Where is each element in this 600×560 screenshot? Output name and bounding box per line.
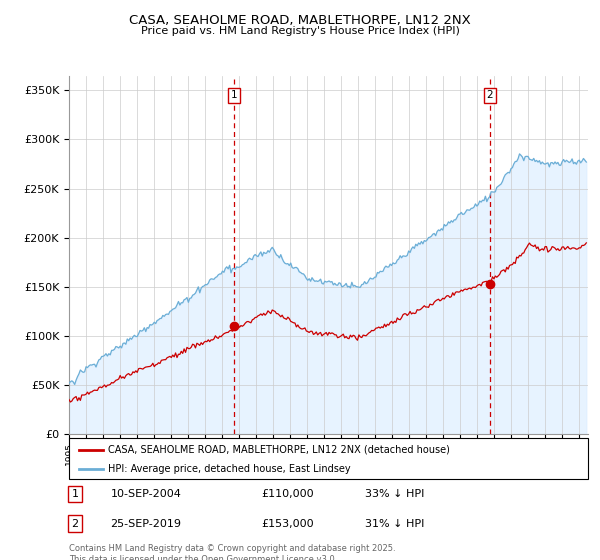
Text: 1: 1 <box>71 489 79 499</box>
Text: CASA, SEAHOLME ROAD, MABLETHORPE, LN12 2NX: CASA, SEAHOLME ROAD, MABLETHORPE, LN12 2… <box>129 14 471 27</box>
Text: Price paid vs. HM Land Registry's House Price Index (HPI): Price paid vs. HM Land Registry's House … <box>140 26 460 36</box>
Text: 25-SEP-2019: 25-SEP-2019 <box>110 519 182 529</box>
Text: 10-SEP-2004: 10-SEP-2004 <box>110 489 181 499</box>
FancyBboxPatch shape <box>69 438 588 479</box>
Text: 33% ↓ HPI: 33% ↓ HPI <box>365 489 424 499</box>
Text: CASA, SEAHOLME ROAD, MABLETHORPE, LN12 2NX (detached house): CASA, SEAHOLME ROAD, MABLETHORPE, LN12 2… <box>108 445 450 455</box>
Text: 31% ↓ HPI: 31% ↓ HPI <box>365 519 424 529</box>
Text: £110,000: £110,000 <box>261 489 314 499</box>
Text: 1: 1 <box>231 90 238 100</box>
Text: HPI: Average price, detached house, East Lindsey: HPI: Average price, detached house, East… <box>108 464 350 474</box>
Text: Contains HM Land Registry data © Crown copyright and database right 2025.
This d: Contains HM Land Registry data © Crown c… <box>69 544 395 560</box>
Text: £153,000: £153,000 <box>261 519 314 529</box>
Text: 2: 2 <box>487 90 493 100</box>
Text: 2: 2 <box>71 519 79 529</box>
